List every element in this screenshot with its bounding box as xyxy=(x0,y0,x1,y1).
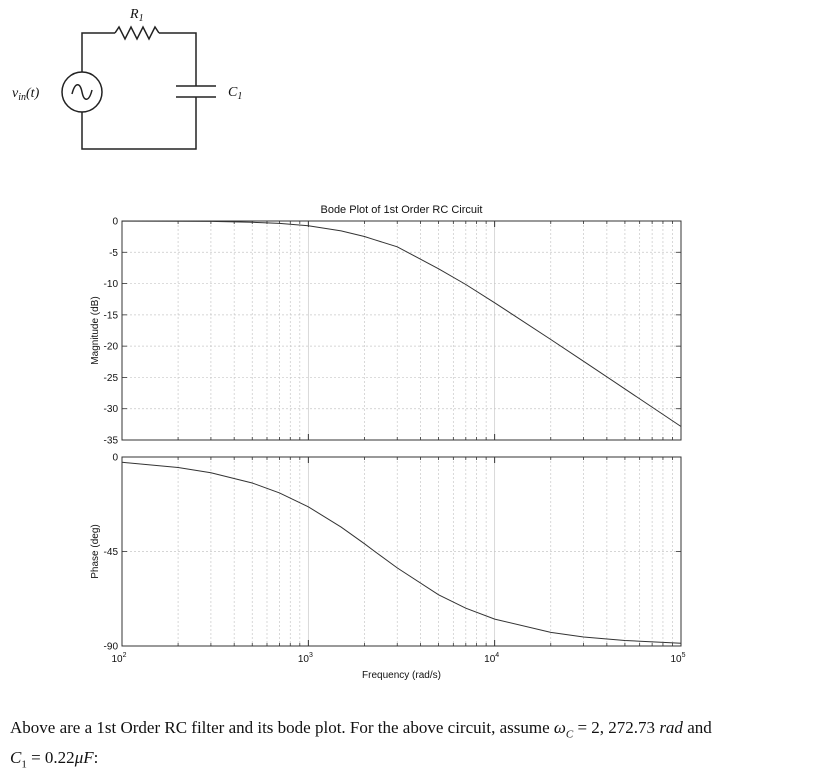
y-tick-label: -90 xyxy=(104,642,119,653)
y-tick-label: -25 xyxy=(104,373,119,384)
y-tick-label: -15 xyxy=(104,310,119,321)
y-tick-label: -30 xyxy=(104,404,119,415)
wire-top xyxy=(81,32,115,72)
y-tick-label: 0 xyxy=(112,217,118,228)
caption: Above are a 1st Order RC filter and its … xyxy=(10,716,810,777)
axes-frame xyxy=(121,456,682,647)
chart-title: Bode Plot of 1st Order RC Circuit xyxy=(320,204,482,216)
capacitor-label: C1 xyxy=(228,85,242,102)
x-axis-label: Frequency (rad/s) xyxy=(362,670,441,681)
y-tick-label: 0 xyxy=(112,453,118,464)
y-tick-label: -20 xyxy=(104,342,119,353)
x-tick-label: 104 xyxy=(484,652,499,665)
wire-bottom xyxy=(81,97,197,150)
y-tick-label: -10 xyxy=(104,279,119,290)
x-tick-label: 102 xyxy=(111,652,126,665)
ac-source-sine-icon xyxy=(71,84,93,100)
bode-plot: 0 -5 -10 -15 -20 -25 -30 -35 Magnitude (dB) Bode … xyxy=(90,204,686,681)
y-axis-label-magnitude: Magnitude (dB) xyxy=(90,296,101,364)
magnitude-curve xyxy=(121,220,682,427)
x-tick-label: 103 xyxy=(298,652,313,665)
rc-circuit-schematic: R1 C1 vin(t) xyxy=(12,7,242,150)
y-tick-label: -35 xyxy=(104,436,119,447)
y-tick-label: -5 xyxy=(109,248,118,259)
wire-top-right xyxy=(159,32,197,86)
caption-line-1: Above are a 1st Order RC filter and its … xyxy=(10,718,712,741)
ac-source-circle xyxy=(61,71,103,113)
x-tick-label: 105 xyxy=(670,652,685,665)
phase-curve xyxy=(121,461,682,644)
axes-frame xyxy=(121,220,682,441)
y-axis-label-phase: Phase (deg) xyxy=(90,524,101,578)
source-label: vin(t) xyxy=(12,86,40,103)
resistor-r1 xyxy=(114,25,160,41)
y-tick-label: -45 xyxy=(104,547,119,558)
resistor-label: R1 xyxy=(129,7,144,24)
